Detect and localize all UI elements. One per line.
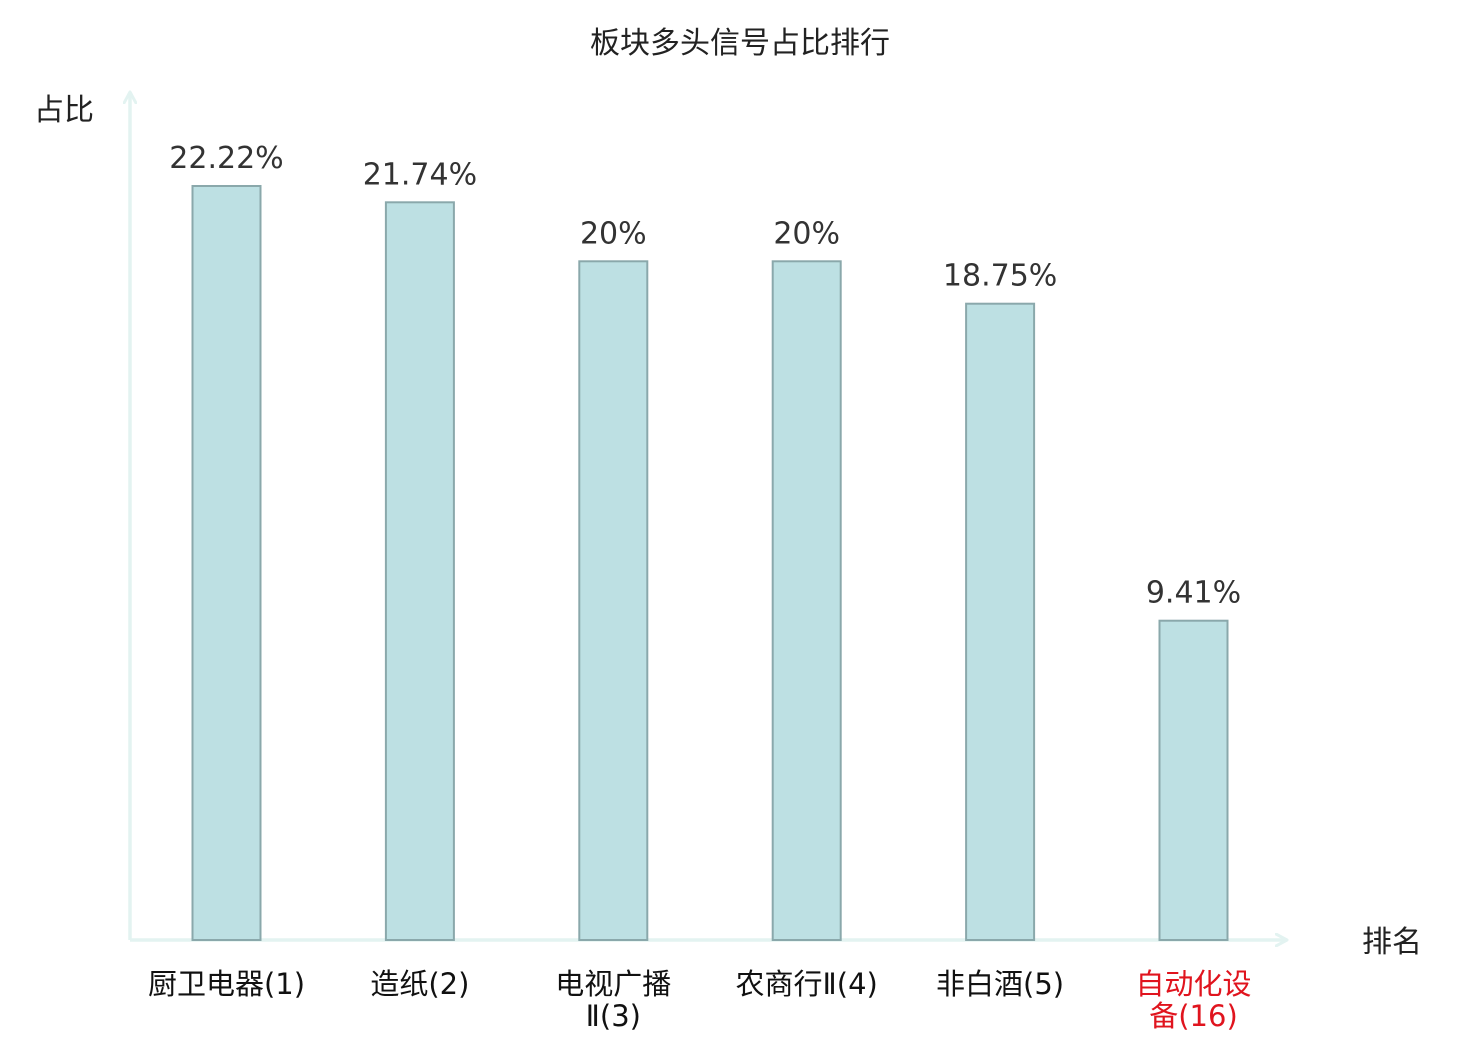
value-label-4: 20%	[773, 216, 840, 251]
value-label-6: 9.41%	[1146, 576, 1241, 611]
bar-2	[384, 201, 455, 942]
category-label-5: 非白酒(5)	[936, 967, 1064, 1001]
bar-6	[1158, 619, 1229, 941]
category-label-1: 厨卫电器(1)	[148, 967, 305, 1001]
bar-5	[965, 302, 1036, 941]
x-axis-label: 排名	[1362, 925, 1422, 960]
bar-group	[191, 185, 1229, 942]
category-label-2: 造纸(2)	[370, 967, 469, 1001]
category-label-3-line-1: 电视广播	[555, 967, 671, 1001]
y-axis-label: 占比	[34, 93, 94, 128]
category-label-3-line-2: Ⅱ(3)	[586, 999, 641, 1033]
value-label-2: 21.74%	[363, 157, 477, 192]
category-label-4: 农商行Ⅱ(4)	[736, 967, 878, 1001]
chart-title: 板块多头信号占比排行	[590, 26, 890, 61]
value-label-3: 20%	[580, 216, 647, 251]
bar-1	[191, 185, 262, 941]
bar-3	[578, 260, 649, 941]
category-label-6-line-2: 备(16)	[1149, 999, 1238, 1033]
value-label-1: 22.22%	[169, 141, 283, 176]
category-label-6-line-1: 自动化设	[1135, 967, 1251, 1001]
value-label-5: 18.75%	[943, 259, 1057, 294]
bar-4	[771, 260, 842, 941]
value-label-group: 22.22% 21.74% 20% 20% 18.75% 9.41%	[169, 141, 1241, 611]
